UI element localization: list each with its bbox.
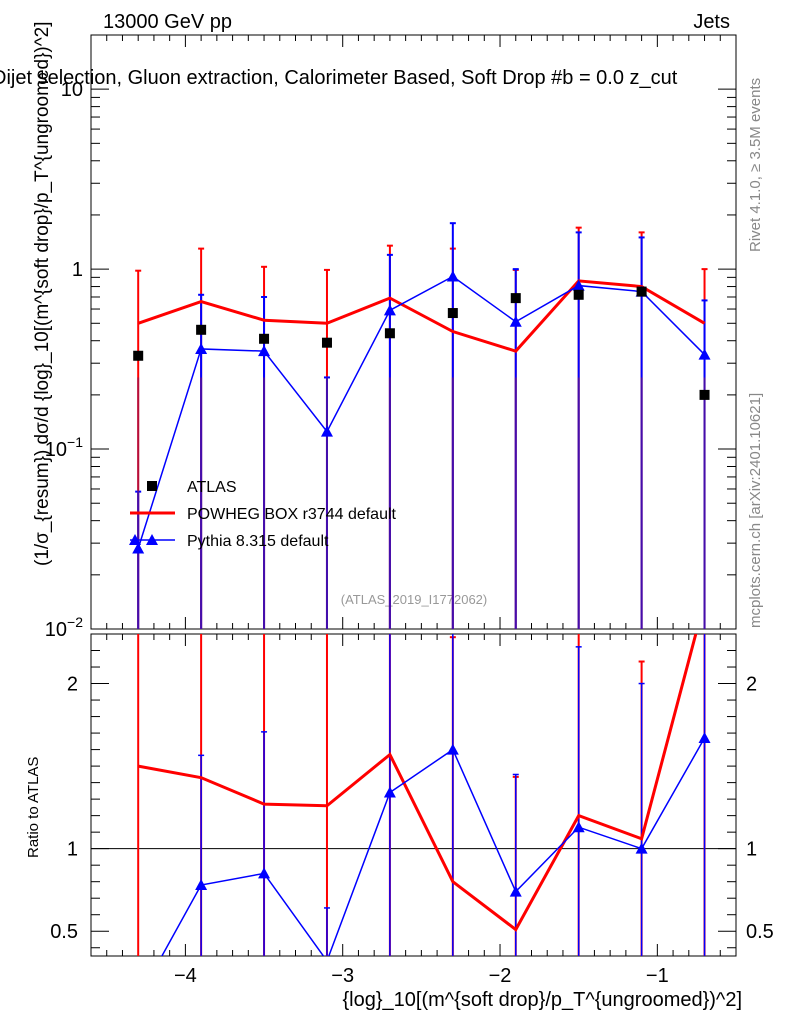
legend-atlas-marker [147, 481, 157, 491]
atlas-marker [384, 328, 395, 339]
legend-label: Pythia 8.315 default [187, 533, 329, 550]
pythia-marker [572, 279, 585, 291]
x-tick-label: −3 [331, 965, 354, 987]
header-process: Jets [693, 11, 730, 33]
pythia-marker [320, 425, 333, 437]
x-tick-label: −4 [174, 965, 197, 987]
legend: ATLAS POWHEG BOX r3744 default Pythia 8.31… [129, 479, 397, 550]
ratio-panel-marks [91, 634, 736, 1004]
y-tick-label-ratio: 2 [67, 674, 78, 696]
atlas-marker [447, 308, 458, 319]
side-label-mcplots: mcplots.cern.ch [arXiv:2401.10621] [747, 393, 764, 628]
pythia-marker [698, 348, 711, 360]
x-tick-label: −1 [646, 965, 669, 987]
x-axis-title: {log}_10[(m^{soft drop}/p_T^{ungroomed})… [342, 989, 742, 1011]
atlas-marker [259, 333, 270, 344]
x-tick-label: −2 [489, 965, 512, 987]
y-axis-title-ratio: Ratio to ATLAS [25, 757, 42, 858]
pythia-ratio-marker [509, 885, 522, 897]
pythia-line [137, 275, 706, 549]
y-tick-label-ratio-right: 2 [746, 674, 757, 696]
y-tick-label-ratio-right: 0.5 [746, 921, 774, 943]
atlas-marker [699, 389, 710, 400]
header-energy: 13000 GeV pp [103, 11, 232, 33]
pythia-marker [446, 270, 459, 282]
axis-ticks: −4 −3 −2 −1 10−2 10−1 1 10 0.5 0.5 1 1 2 2 [45, 34, 774, 987]
atlas-marker [636, 286, 647, 297]
ratio-frame [90, 633, 737, 957]
side-label-rivet: Rivet 4.1.0, ≥ 3.5M events [747, 78, 764, 252]
watermark: (ATLAS_2019_I1772062) [341, 592, 487, 607]
y-tick-label: 10−1 [45, 434, 83, 461]
main-frame [90, 34, 737, 630]
pythia-ratio-marker [132, 993, 144, 1004]
chart-title: Dijet selection, Gluon extraction, Calor… [0, 67, 678, 89]
y-tick-label: 1 [72, 259, 83, 281]
powheg-line [137, 279, 706, 353]
y-tick-label: 10−2 [45, 614, 83, 641]
pythia-ratio-marker [572, 821, 585, 833]
legend-pythia-marker [146, 534, 158, 545]
pythia-ratio-marker [326, 954, 328, 956]
atlas-marker [321, 337, 332, 348]
y-tick-label-ratio-right: 1 [746, 839, 757, 861]
pythia-marker [383, 304, 396, 316]
y-tick-label-ratio: 0.5 [50, 921, 78, 943]
legend-pythia-marker [129, 534, 141, 545]
pythia-ratio-marker [383, 786, 396, 798]
pythia-ratio-line [161, 737, 706, 956]
atlas-marker [196, 324, 207, 335]
legend-label: POWHEG BOX r3744 default [187, 506, 397, 523]
atlas-marker [510, 293, 521, 304]
atlas-marker [573, 289, 584, 300]
pythia-ratio-marker [635, 842, 648, 854]
pythia-ratio-marker [258, 867, 271, 879]
pythia-ratio-marker [446, 743, 459, 755]
y-axis-title-main: (1/σ_{resum}) dσ/d {log}_10[(m^{soft dro… [32, 21, 53, 566]
pythia-ratio-marker [195, 878, 208, 890]
legend-label: ATLAS [187, 479, 237, 496]
main-panel-marks [132, 222, 711, 629]
y-tick-label: 10 [61, 79, 83, 101]
pythia-marker [132, 542, 145, 554]
pythia-marker [509, 315, 522, 327]
pythia-ratio-marker [698, 732, 711, 744]
powheg-ratio-line [137, 634, 698, 932]
y-tick-label-ratio: 1 [67, 839, 78, 861]
atlas-marker [133, 350, 144, 361]
pythia-marker [258, 345, 271, 357]
pythia-marker [195, 342, 208, 354]
